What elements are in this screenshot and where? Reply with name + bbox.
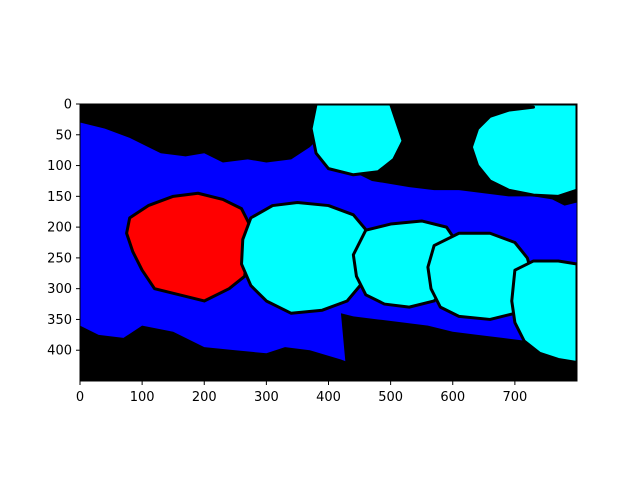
y-axis: 0 50 100 150 200 250 300 350 400 — [47, 98, 80, 359]
y-tick-label: 100 — [47, 159, 72, 174]
region-cyan-5 — [309, 104, 405, 177]
x-tick-label: 100 — [130, 390, 155, 405]
region-black-bottom — [80, 325, 577, 381]
y-tick-label: 250 — [47, 251, 72, 266]
region-cyan-4 — [510, 259, 577, 365]
y-tick-label: 350 — [47, 313, 72, 328]
x-tick-label: 600 — [440, 390, 465, 405]
y-tick-label: 0 — [64, 98, 72, 113]
x-tick-label: 400 — [316, 390, 341, 405]
region-black-lower-right — [340, 313, 577, 381]
region-cyan-6 — [401, 104, 577, 198]
region-black-top — [80, 104, 341, 163]
region-cyan-1 — [240, 200, 374, 315]
x-tick-label: 0 — [76, 390, 84, 405]
y-tick-label: 50 — [55, 128, 72, 143]
y-tick-label: 400 — [47, 344, 72, 359]
region-red-blob — [125, 191, 253, 303]
plot-area — [80, 104, 577, 381]
x-tick-label: 300 — [254, 390, 279, 405]
x-tick-label: 200 — [192, 390, 217, 405]
y-tick-label: 200 — [47, 221, 72, 236]
y-tick-label: 300 — [47, 282, 72, 297]
y-tick-label: 150 — [47, 190, 72, 205]
x-tick-label: 700 — [502, 390, 527, 405]
x-axis: 0 100 200 300 400 500 600 700 — [76, 381, 527, 405]
x-tick-label: 500 — [378, 390, 403, 405]
